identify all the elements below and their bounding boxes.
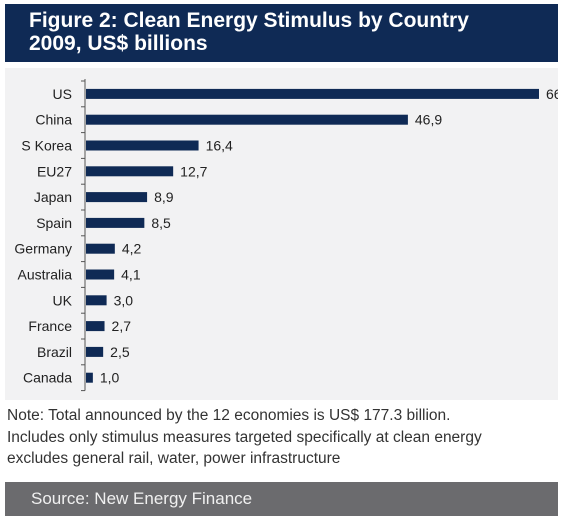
chart-title: Figure 2: Clean Energy Stimulus by Count… <box>29 9 558 32</box>
bar-chart: US 66 China 46,9 S Korea 16,4 EU27 12,7 Japan 8,9… <box>5 68 558 400</box>
note-line-3: excludes general rail, water, power infr… <box>7 448 560 470</box>
bar <box>86 141 199 151</box>
bar <box>86 218 144 228</box>
value-label: 1,0 <box>100 370 120 386</box>
category-label: Spain <box>36 215 72 231</box>
bar <box>86 373 93 383</box>
source-text: Source: New Energy Finance <box>31 489 252 508</box>
category-label: EU27 <box>37 163 72 179</box>
category-label: China <box>35 112 72 128</box>
value-label: 4,2 <box>122 241 142 257</box>
category-label: S Korea <box>21 138 72 154</box>
category-label: Germany <box>14 241 72 257</box>
value-label: 8,9 <box>154 189 174 205</box>
bar <box>86 347 103 357</box>
value-label: 4,1 <box>121 267 141 283</box>
value-label: 2,7 <box>112 318 132 334</box>
chart-subtitle: 2009, US$ billions <box>29 32 558 55</box>
value-label: 66 <box>546 86 558 102</box>
category-label: US <box>53 86 72 102</box>
bar <box>86 244 115 254</box>
source-bar: Source: New Energy Finance <box>5 482 558 516</box>
bar <box>86 89 539 99</box>
bar <box>86 270 114 280</box>
bar <box>86 295 107 305</box>
bar <box>86 192 147 202</box>
category-label: UK <box>53 292 73 308</box>
value-label: 46,9 <box>415 112 442 128</box>
value-label: 2,5 <box>110 344 130 360</box>
category-label: Japan <box>34 189 72 205</box>
bar <box>86 166 173 176</box>
value-label: 8,5 <box>151 215 171 231</box>
category-label: Canada <box>23 370 72 386</box>
chart-note: Note: Total announced by the 12 economie… <box>7 405 560 470</box>
value-label: 12,7 <box>180 163 207 179</box>
category-label: Brazil <box>37 344 72 360</box>
note-line-1: Note: Total announced by the 12 economie… <box>7 405 560 427</box>
bar <box>86 321 105 331</box>
category-label: France <box>28 318 72 334</box>
bar <box>86 115 408 125</box>
title-bar: Figure 2: Clean Energy Stimulus by Count… <box>5 4 558 62</box>
chart-panel: US 66 China 46,9 S Korea 16,4 EU27 12,7 Japan 8,9… <box>5 68 558 400</box>
value-label: 16,4 <box>206 138 233 154</box>
value-label: 3,0 <box>114 292 134 308</box>
note-line-2: Includes only stimulus measures targeted… <box>7 427 560 449</box>
category-label: Australia <box>18 267 73 283</box>
